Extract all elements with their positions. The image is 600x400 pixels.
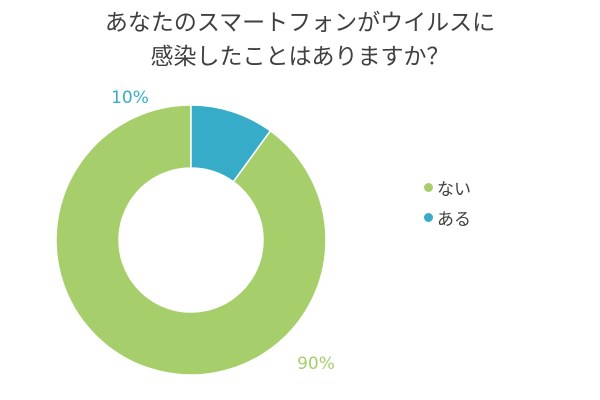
chart-title: あなたのスマートフォンがウイルスに 感染したことはありますか？ — [0, 6, 600, 74]
donut-slice-aru — [190, 104, 272, 183]
chart-legend: ない ある — [424, 172, 471, 232]
chart-title-line-1: あなたのスマートフォンがウイルスに — [104, 10, 496, 36]
legend-label-aru: ある — [437, 209, 471, 230]
data-label-nai: 90% — [297, 354, 335, 374]
legend-item-nai: ない — [424, 172, 471, 202]
legend-marker-nai — [424, 182, 433, 192]
donut-slice-nai — [55, 104, 327, 376]
data-label-aru: 10% — [111, 88, 149, 108]
legend-label-nai: ない — [437, 179, 471, 200]
chart-title-line-2: 感染したことはありますか？ — [150, 44, 450, 70]
legend-marker-aru — [424, 212, 433, 222]
legend-item-aru: ある — [424, 202, 471, 232]
